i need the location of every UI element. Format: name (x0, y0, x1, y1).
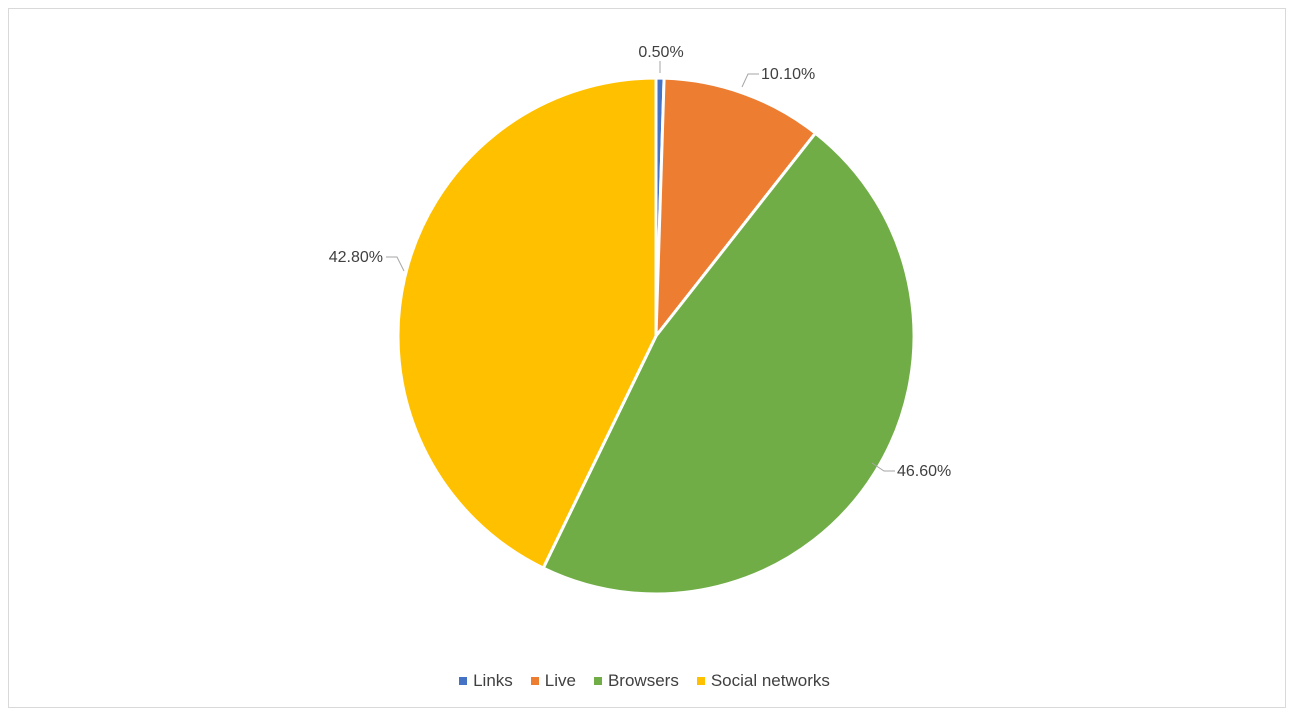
data-labels: 0.50% 10.10% 46.60% 42.80% (329, 44, 952, 480)
legend-swatch-links (459, 677, 468, 685)
data-label-browsers: 46.60% (897, 463, 951, 480)
legend: Links Live Browsers Social networks (0, 671, 1289, 691)
pie-slice-social-networks (396, 76, 658, 570)
legend-item-links: Links (459, 671, 513, 691)
label-leader-lines (386, 61, 895, 472)
legend-swatch-live (530, 677, 539, 685)
legend-item-browsers: Browsers (593, 671, 679, 691)
data-label-live: 10.10% (761, 66, 815, 83)
data-label-links: 0.50% (638, 44, 683, 61)
legend-item-social-networks: Social networks (696, 671, 830, 691)
leader-line-live (741, 73, 759, 88)
leader-line-social-networks (386, 256, 405, 272)
legend-label-browsers: Browsers (607, 671, 679, 690)
legend-label-live: Live (544, 671, 576, 690)
pie-slice-browsers (541, 131, 916, 596)
data-label-social-networks: 42.80% (329, 249, 383, 266)
pie-slices (396, 76, 916, 596)
legend-swatch-social-networks (696, 677, 705, 685)
legend-label-social-networks: Social networks (710, 671, 830, 690)
legend-swatch-browsers (593, 677, 602, 685)
legend-item-live: Live (530, 671, 576, 691)
pie-slice-live (654, 76, 817, 338)
leader-line-browsers (871, 462, 895, 472)
legend-label-links: Links (473, 671, 513, 690)
